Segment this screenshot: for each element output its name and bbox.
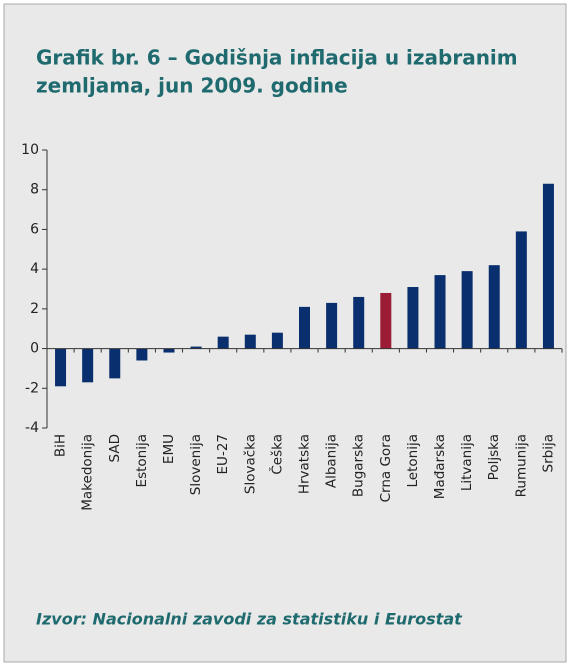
bar [109, 348, 121, 379]
chart-title: zemljama, jun 2009. godine [36, 74, 348, 98]
bar [217, 336, 229, 349]
chart-title: Grafik br. 6 – Godišnja inflacija u izab… [36, 46, 518, 70]
x-tick-label: SAD [107, 434, 123, 462]
x-tick-label: Češka [267, 434, 285, 475]
x-tick-label: EMU [161, 434, 177, 464]
bar [244, 334, 256, 349]
x-tick-label: Bugarska [351, 434, 367, 497]
x-tick-label: Albanija [324, 434, 340, 488]
frame [3, 3, 567, 663]
x-tick-label: Srbija [540, 434, 556, 472]
y-tick-label: 6 [30, 221, 39, 237]
bar [488, 265, 500, 349]
bar [407, 287, 419, 349]
bar [515, 231, 527, 349]
bar [163, 348, 175, 353]
bar [461, 271, 473, 349]
source-note: Izvor: Nacionalni zavodi za statistiku i… [36, 610, 463, 629]
bar [299, 306, 310, 349]
y-tick-label: 2 [30, 301, 39, 317]
x-tick-label: Rumunija [513, 434, 529, 497]
y-tick-label: 8 [30, 182, 39, 198]
bar [82, 348, 94, 383]
x-tick-label: Slovačka [242, 434, 258, 494]
x-tick-label: Makedonija [80, 434, 96, 511]
y-tick-label: -2 [25, 380, 39, 396]
x-tick-label: Estonija [134, 434, 150, 487]
y-tick-label: 10 [21, 142, 39, 158]
x-tick-label: Poljska [486, 434, 502, 480]
bar [542, 183, 554, 349]
bar [271, 332, 283, 349]
bar [434, 275, 446, 349]
x-tick-label: Hrvatska [297, 434, 313, 494]
x-tick-label: Crna Gora [378, 434, 394, 502]
x-tick-label: Letonija [405, 434, 421, 487]
bar [326, 302, 338, 349]
bar [136, 348, 148, 361]
bar [55, 348, 67, 387]
x-tick-label: Mađarska [432, 434, 448, 499]
bar [353, 296, 365, 349]
x-tick-label: BiH [53, 434, 69, 457]
x-tick-label: EU-27 [215, 434, 231, 474]
bar [380, 292, 392, 349]
y-tick-label: 4 [30, 261, 39, 277]
x-tick-label: Litvanija [459, 434, 475, 491]
x-tick-label: Slovenija [188, 434, 204, 495]
y-tick-label: -4 [25, 420, 39, 436]
bar [190, 346, 202, 349]
y-tick-label: 0 [30, 341, 39, 357]
